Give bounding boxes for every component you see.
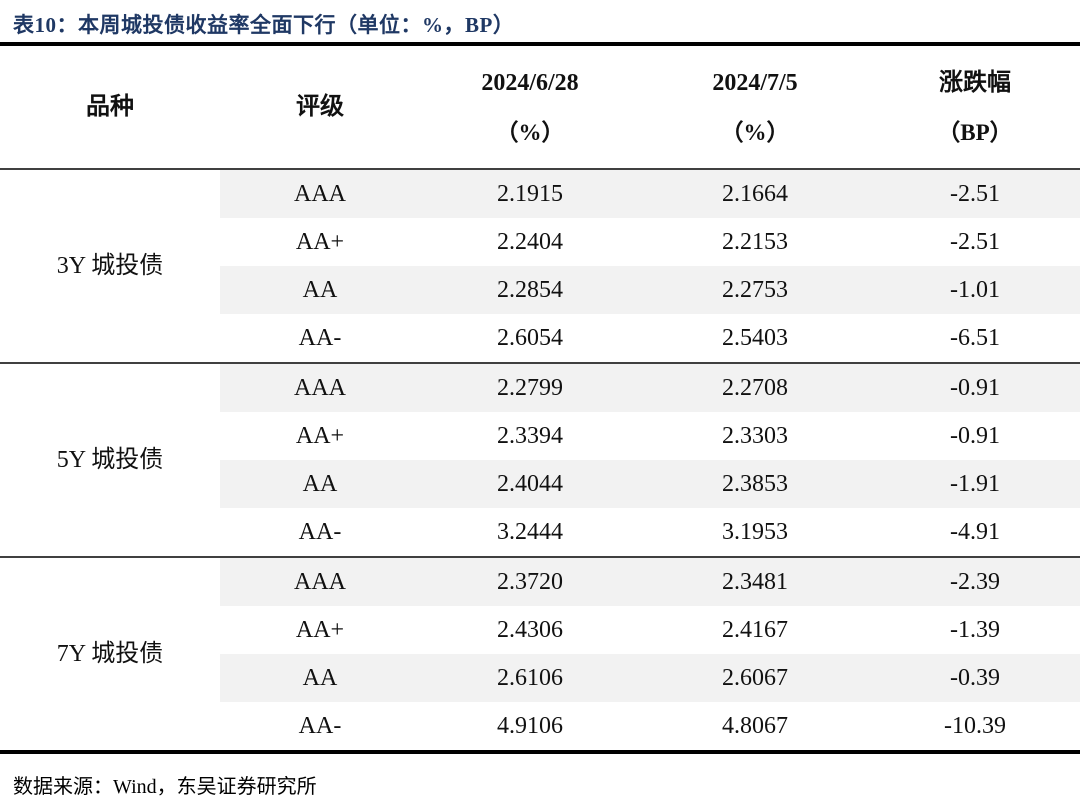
curr-yield-cell: 3.1953 [722, 519, 788, 545]
change-cell: -10.39 [944, 713, 1006, 739]
change-cell: -0.91 [870, 364, 1080, 412]
rating-cell: AAA [220, 364, 420, 412]
prev-yield-cell: 2.6106 [420, 654, 640, 702]
change-cell: -1.39 [950, 617, 1000, 643]
header-change-unit-label: （BP） [937, 119, 1013, 145]
group-label-3y: 3Y 城投债 [56, 253, 164, 279]
header-change: 涨跌幅 （BP） [870, 46, 1080, 168]
rating-cell: AAA [220, 170, 420, 218]
table-header-row: 品种 评级 2024/6/28 （%） 2024/7/5 （%） 涨跌幅 （BP… [0, 46, 1080, 170]
curr-yield-cell: 2.1664 [640, 170, 870, 218]
curr-yield-cell: 2.4167 [722, 617, 788, 643]
prev-yield-cell: 2.2404 [497, 229, 563, 255]
header-rating-label: 评级 [296, 94, 344, 120]
curr-yield-cell: 2.2753 [640, 266, 870, 314]
change-cell: -2.51 [950, 229, 1000, 255]
table-group-5y: 5Y 城投债 AAA 2.2799 2.2708 -0.91 AA+ 2.339… [0, 364, 1080, 558]
table-group-7y: 7Y 城投债 AAA 2.3720 2.3481 -2.39 AA+ 2.430… [0, 558, 1080, 754]
prev-yield-cell: 2.3720 [420, 558, 640, 606]
change-cell: -1.91 [870, 460, 1080, 508]
rating-cell: AA+ [295, 617, 345, 643]
header-change-label: 涨跌幅 [939, 69, 1011, 96]
curr-yield-cell: 2.5403 [722, 325, 788, 351]
group-label-7y: 7Y 城投债 [56, 641, 164, 667]
header-prev-date-label: 2024/6/28 [481, 69, 579, 96]
prev-yield-cell: 2.4044 [420, 460, 640, 508]
group-label-5y: 5Y 城投债 [56, 447, 164, 473]
change-cell: -4.91 [950, 519, 1000, 545]
rating-cell: AA [220, 266, 420, 314]
change-cell: -2.51 [870, 170, 1080, 218]
header-variety-label: 品种 [86, 94, 134, 120]
header-variety: 品种 [0, 46, 220, 168]
change-cell: -2.39 [870, 558, 1080, 606]
prev-yield-cell: 2.4306 [497, 617, 563, 643]
curr-yield-cell: 2.2708 [640, 364, 870, 412]
curr-yield-cell: 2.6067 [640, 654, 870, 702]
rating-cell: AAA [220, 558, 420, 606]
rating-cell: AA [220, 654, 420, 702]
prev-yield-cell: 2.3394 [497, 423, 563, 449]
rating-cell: AA- [298, 325, 342, 351]
change-cell: -1.01 [870, 266, 1080, 314]
prev-yield-cell: 2.2854 [420, 266, 640, 314]
header-curr-date: 2024/7/5 （%） [640, 46, 870, 168]
prev-yield-cell: 3.2444 [497, 519, 563, 545]
curr-yield-cell: 2.2153 [722, 229, 788, 255]
data-source-note: 数据来源：Wind，东吴证券研究所 [13, 776, 317, 798]
curr-yield-cell: 2.3303 [722, 423, 788, 449]
prev-yield-cell: 2.1915 [420, 170, 640, 218]
rating-cell: AA+ [295, 229, 345, 255]
prev-yield-cell: 4.9106 [497, 713, 563, 739]
yield-table: 品种 评级 2024/6/28 （%） 2024/7/5 （%） 涨跌幅 （BP… [0, 42, 1080, 754]
curr-yield-cell: 2.3481 [640, 558, 870, 606]
change-cell: -0.39 [870, 654, 1080, 702]
table-title-bar: 表10：本周城投债收益率全面下行（单位：%，BP） [0, 0, 1080, 42]
header-prev-date: 2024/6/28 （%） [420, 46, 640, 168]
rating-cell: AA- [298, 519, 342, 545]
header-curr-date-label: 2024/7/5 [712, 69, 798, 96]
header-curr-unit-label: （%） [720, 119, 790, 145]
curr-yield-cell: 2.3853 [640, 460, 870, 508]
prev-yield-cell: 2.2799 [420, 364, 640, 412]
rating-cell: AA- [298, 713, 342, 739]
change-cell: -0.91 [950, 423, 1000, 449]
table-footer-bar: 数据来源：Wind，东吴证券研究所 [0, 754, 1080, 799]
header-prev-unit-label: （%） [495, 119, 565, 145]
prev-yield-cell: 2.6054 [497, 325, 563, 351]
change-cell: -6.51 [950, 325, 1000, 351]
rating-cell: AA+ [295, 423, 345, 449]
rating-cell: AA [220, 460, 420, 508]
table-title: 表10：本周城投债收益率全面下行（单位：%，BP） [13, 13, 515, 37]
header-rating: 评级 [220, 46, 420, 168]
curr-yield-cell: 4.8067 [722, 713, 788, 739]
table-group-3y: 3Y 城投债 AAA 2.1915 2.1664 -2.51 AA+ 2.240… [0, 170, 1080, 364]
